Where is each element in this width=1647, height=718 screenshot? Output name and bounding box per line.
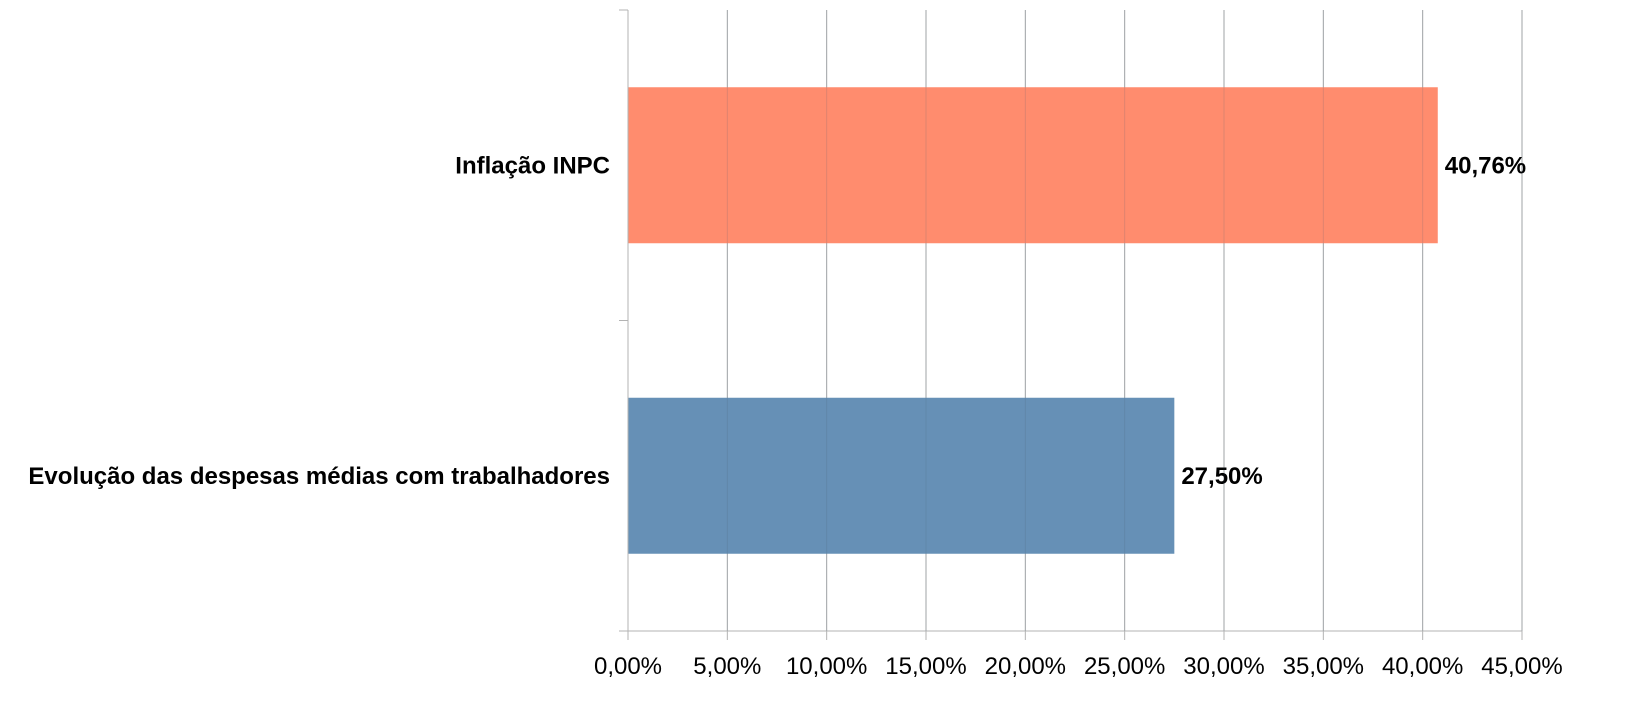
x-tick-label-3: 15,00% — [885, 653, 966, 680]
axes — [619, 9, 1523, 640]
x-tick-label-9: 45,00% — [1481, 653, 1562, 680]
bar-1 — [628, 397, 1175, 554]
category-label-0: Inflação INPC — [455, 152, 610, 179]
labels: Inflação INPC 40,76% Evolução das despesas… — [28, 152, 1562, 680]
category-label-1: Evolução das despesas médias com trabalh… — [28, 463, 610, 490]
bars — [628, 87, 1438, 554]
x-tick-label-6: 30,00% — [1183, 653, 1264, 680]
x-tick-label-1: 5,00% — [693, 653, 761, 680]
x-tick-label-5: 25,00% — [1084, 653, 1165, 680]
x-tick-label-8: 40,00% — [1382, 653, 1463, 680]
x-tick-label-0: 0,00% — [594, 653, 662, 680]
x-tick-label-7: 35,00% — [1283, 653, 1364, 680]
x-tick-label-2: 10,00% — [786, 653, 867, 680]
data-label-1: 27,50% — [1181, 463, 1262, 490]
x-tick-label-4: 20,00% — [985, 653, 1066, 680]
data-label-0: 40,76% — [1445, 152, 1526, 179]
bar-0 — [628, 87, 1438, 244]
